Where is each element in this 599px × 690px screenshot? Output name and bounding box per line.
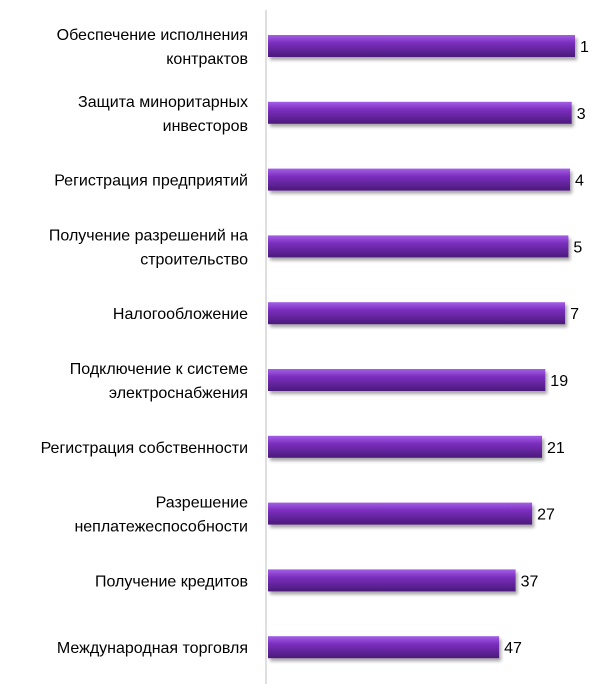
data-label: 37 (521, 573, 539, 590)
category-label: Защита миноритарных (78, 94, 248, 111)
data-label: 21 (547, 440, 565, 457)
category-label: Получение разрешений на (49, 227, 248, 244)
category-label: Регистрация предприятий (54, 173, 248, 190)
bar (268, 502, 533, 525)
category-label: Подключение к системе (70, 361, 248, 378)
category-label: Международная торговля (57, 640, 248, 657)
category-label: Обеспечение исполнения (57, 27, 248, 44)
category-label: неплатежеспособности (74, 519, 248, 536)
category-label: Разрешение (156, 495, 249, 512)
category-label: строительство (140, 251, 248, 268)
bar (268, 569, 516, 592)
bar (268, 235, 569, 258)
data-label: 4 (575, 173, 584, 190)
bar (268, 369, 546, 391)
bar (268, 101, 572, 124)
data-label: 7 (570, 306, 579, 323)
data-label: 27 (537, 507, 555, 524)
bar (268, 35, 575, 57)
data-label: 5 (573, 239, 582, 256)
bars-group (268, 35, 575, 659)
value-labels-group: 1 3 4 5 7 19 21 27 37 47 (504, 39, 589, 657)
category-label: Налогообложение (113, 306, 248, 323)
bar (268, 302, 566, 325)
data-label: 19 (550, 373, 568, 390)
bar (268, 435, 542, 458)
data-label: 47 (504, 640, 522, 657)
category-label: Получение кредитов (95, 573, 248, 590)
bar (268, 168, 571, 191)
category-label: инвесторов (163, 118, 248, 135)
category-label: контрактов (166, 51, 248, 68)
bar (268, 636, 500, 659)
data-label: 3 (577, 106, 586, 123)
category-labels-group: Обеспечение исполнения контрактов Защита м… (41, 27, 249, 657)
data-label: 1 (580, 39, 589, 56)
category-label: электроснабжения (109, 385, 248, 402)
category-label: Регистрация собственности (41, 440, 248, 457)
